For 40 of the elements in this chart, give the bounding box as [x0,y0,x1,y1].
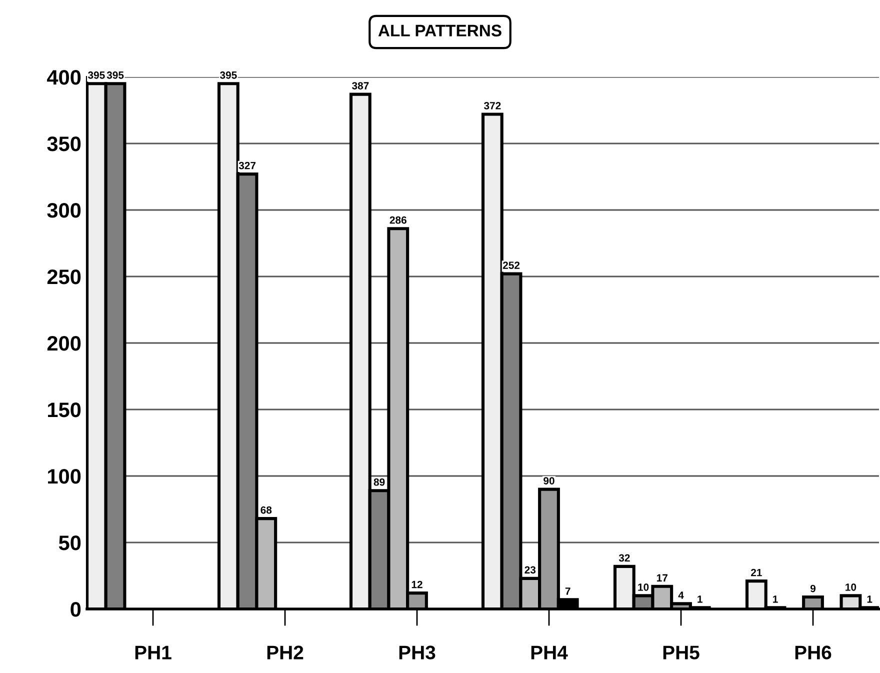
x-tick-label: PH5 [663,646,700,660]
data-label: 372 [484,102,501,110]
data-label: 395 [106,71,124,79]
y-tick-label: 50 [58,536,81,550]
data-label: 7 [565,588,570,595]
x-tick-label: PH6 [795,646,832,660]
y-tick-label: 0 [70,602,81,617]
data-label: 10 [846,583,856,591]
y-tick-label: 150 [48,402,81,418]
x-tick-label: PH1 [135,646,172,660]
data-label: 10 [638,583,649,591]
data-label: 17 [657,574,668,582]
data-label: 327 [238,162,256,170]
y-tick-label: 300 [47,203,81,218]
data-label: 68 [260,506,272,514]
y-tick-label: 250 [47,270,81,284]
data-label: 395 [88,71,105,79]
data-label: 387 [352,82,369,90]
x-tick-label: PH2 [267,646,304,660]
x-tick-label: PH3 [399,646,436,660]
data-label: 90 [544,477,554,484]
data-label: 12 [412,580,422,588]
chart-title: ALL PATTERNS [378,24,502,36]
y-tick-label: 100 [48,469,81,484]
data-label: 286 [390,216,406,224]
data-label: 21 [750,568,762,576]
y-tick-label: 350 [47,136,81,152]
data-label: 1 [867,596,872,603]
data-label: 252 [502,262,520,270]
x-tick-label: PH4 [531,646,568,660]
data-label: 32 [618,554,630,562]
data-label: 23 [524,566,536,574]
data-label: 1 [698,596,702,603]
data-label: 89 [374,478,385,486]
y-tick-label: 400 [47,70,81,85]
data-label: 9 [810,584,816,592]
y-tick-label: 200 [47,336,81,351]
data-label: 1 [773,596,778,603]
data-label: 395 [220,71,237,79]
data-label: 4 [678,592,684,599]
